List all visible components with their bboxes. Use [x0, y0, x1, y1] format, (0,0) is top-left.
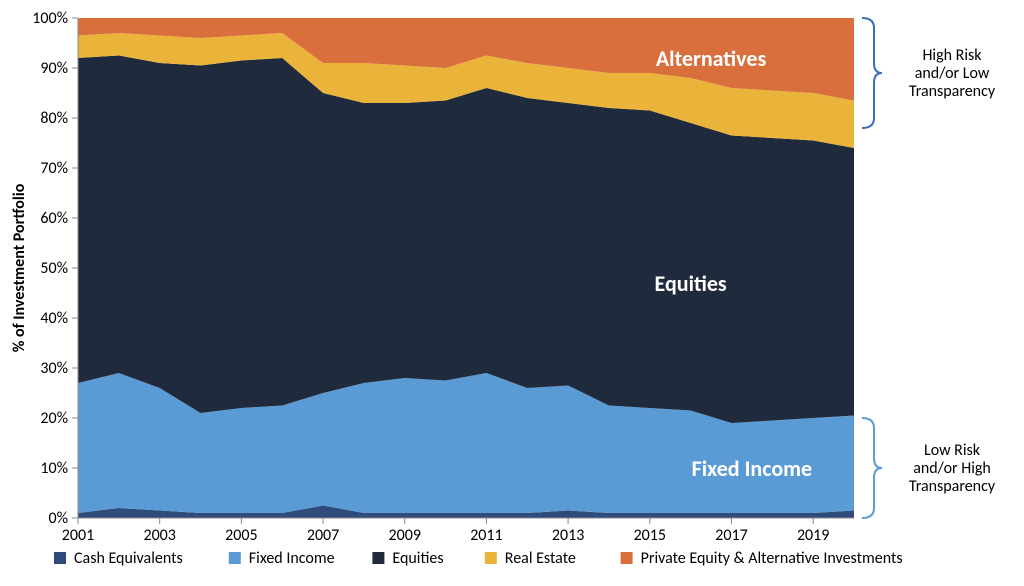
chart-label-fixed income: Fixed Income — [692, 455, 813, 482]
x-tick-label: 2005 — [225, 526, 257, 545]
y-tick-label: 60% — [40, 209, 68, 228]
brace-label: Transparency — [909, 477, 996, 496]
brace-label: and/or Low — [915, 64, 990, 83]
brace-label: High Risk — [922, 46, 982, 65]
y-tick-label: 40% — [40, 309, 68, 328]
legend-swatch — [372, 552, 384, 564]
x-tick-label: 2001 — [62, 526, 94, 545]
legend-label: Private Equity & Alternative Investments — [641, 549, 903, 568]
x-tick-label: 2015 — [634, 526, 666, 545]
x-tick-label: 2009 — [389, 526, 421, 545]
chart-label-equities: Equities — [655, 270, 727, 297]
y-tick-label: 20% — [40, 409, 68, 428]
legend-swatch — [621, 552, 633, 564]
portfolio-stacked-area-chart: 0%10%20%30%40%50%60%70%80%90%100%% of In… — [0, 0, 1024, 586]
legend-swatch — [229, 552, 241, 564]
brace — [862, 418, 882, 518]
y-tick-label: 100% — [32, 9, 68, 28]
legend-label: Fixed Income — [249, 549, 335, 568]
chart-label-alternatives: Alternatives — [656, 45, 767, 72]
brace — [862, 18, 882, 128]
y-tick-label: 50% — [40, 259, 68, 278]
y-tick-label: 70% — [40, 159, 68, 178]
y-tick-label: 30% — [40, 359, 68, 378]
brace-label: Low Risk — [924, 441, 981, 460]
y-tick-label: 80% — [40, 109, 68, 128]
x-tick-label: 2019 — [797, 526, 829, 545]
brace-label: and/or High — [913, 459, 991, 478]
x-tick-label: 2017 — [715, 526, 747, 545]
legend-swatch — [485, 552, 497, 564]
y-tick-label: 90% — [40, 59, 68, 78]
legend-label: Real Estate — [505, 549, 576, 568]
legend-swatch — [54, 552, 66, 564]
x-tick-label: 2011 — [470, 526, 502, 545]
y-axis-title: % of Investment Portfolio — [10, 183, 29, 352]
x-tick-label: 2003 — [143, 526, 175, 545]
legend-label: Equities — [392, 549, 443, 568]
x-tick-label: 2007 — [307, 526, 339, 545]
x-tick-label: 2013 — [552, 526, 584, 545]
y-tick-label: 10% — [40, 459, 68, 478]
legend-label: Cash Equivalents — [74, 549, 183, 568]
brace-label: Transparency — [909, 82, 996, 101]
